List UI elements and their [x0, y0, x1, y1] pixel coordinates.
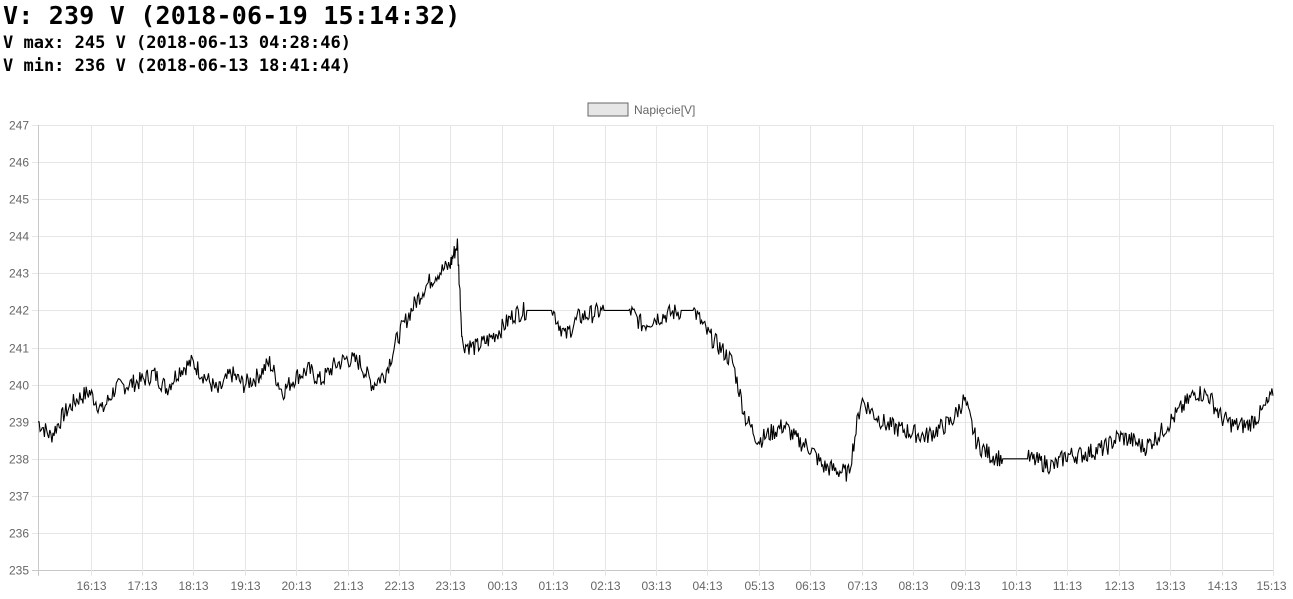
x-tick-label: 09:13: [950, 579, 980, 593]
y-tick-label: 235: [9, 564, 29, 578]
x-tick-label: 07:13: [847, 579, 877, 593]
x-tick-label: 20:13: [281, 579, 311, 593]
y-tick-label: 245: [9, 193, 29, 207]
y-tick-label: 246: [9, 156, 29, 170]
legend[interactable]: Napięcie[V]: [587, 102, 695, 117]
x-tick-label: 01:13: [538, 579, 568, 593]
x-tick-label: 17:13: [127, 579, 157, 593]
x-tick-label: 08:13: [898, 579, 928, 593]
y-tick-label: 238: [9, 453, 29, 467]
y-tick-label: 242: [9, 304, 29, 318]
y-tick-label: 240: [9, 379, 29, 393]
x-tick-label: 03:13: [641, 579, 671, 593]
y-tick-label: 243: [9, 267, 29, 281]
readout-header: V: 239 V (2018-06-19 15:14:32) V max: 24…: [3, 0, 461, 78]
y-tick-label: 247: [9, 119, 29, 133]
x-tick-label: 06:13: [795, 579, 825, 593]
y-tick-label: 236: [9, 527, 29, 541]
y-tick-label: 244: [9, 230, 29, 244]
x-tick-label: 14:13: [1207, 579, 1237, 593]
x-tick-label: 18:13: [178, 579, 208, 593]
x-tick-label: 21:13: [333, 579, 363, 593]
legend-swatch[interactable]: [587, 102, 629, 117]
x-tick-label: 12:13: [1104, 579, 1134, 593]
x-tick-label: 10:13: [1001, 579, 1031, 593]
grid: [32, 125, 1274, 576]
x-tick-label: 23:13: [435, 579, 465, 593]
x-tick-label: 05:13: [744, 579, 774, 593]
y-tick-label: 241: [9, 342, 29, 356]
y-axis-ticks: 235 236 237 238 239 240 241 242 243 244 245 246 247: [9, 119, 29, 578]
y-tick-label: 237: [9, 490, 29, 504]
current-voltage-readout: V: 239 V (2018-06-19 15:14:32): [3, 1, 461, 30]
x-tick-label: 02:13: [590, 579, 620, 593]
x-axis-ticks: 16:13 17:13 18:13 19:13 20:13 21:13 22:13 23:13…: [76, 579, 1286, 593]
x-tick-label: 19:13: [230, 579, 260, 593]
x-tick-label: 15:13: [1256, 579, 1286, 593]
legend-label: Napięcie[V]: [634, 103, 695, 117]
min-voltage-readout: V min: 236 V (2018-06-13 18:41:44): [3, 56, 351, 76]
max-voltage-readout: V max: 245 V (2018-06-13 04:28:46): [3, 33, 351, 53]
x-tick-label: 04:13: [692, 579, 722, 593]
y-tick-label: 239: [9, 416, 29, 430]
x-tick-label: 22:13: [384, 579, 414, 593]
x-tick-label: 00:13: [487, 579, 517, 593]
series-line-napiecie: [38, 238, 1274, 482]
x-tick-label: 16:13: [76, 579, 106, 593]
x-tick-label: 11:13: [1053, 579, 1082, 593]
x-tick-label: 13:13: [1155, 579, 1185, 593]
